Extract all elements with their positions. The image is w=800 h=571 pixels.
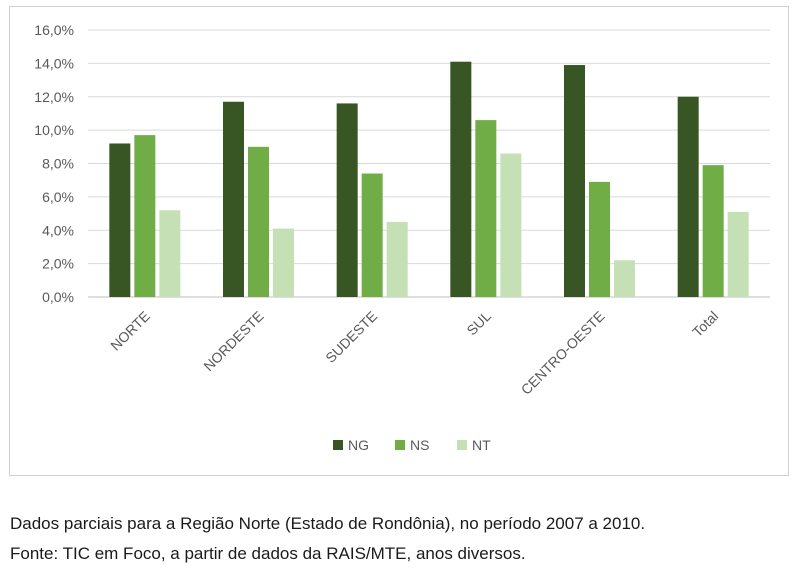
- bar-ng: [223, 101, 244, 297]
- y-tick-label: 4,0%: [42, 222, 74, 238]
- caption-line-1: Dados parciais para a Região Norte (Esta…: [10, 514, 646, 533]
- bar-ng: [450, 61, 472, 297]
- y-tick-label: 16,0%: [34, 22, 74, 38]
- caption-line-2: Fonte: TIC em Foco, a partir de dados da…: [10, 544, 526, 563]
- bar-ng: [336, 103, 358, 297]
- bar-nt: [727, 211, 749, 297]
- x-tick-label: NORDESTE: [200, 308, 266, 374]
- x-tick-label: NORTE: [107, 308, 153, 354]
- y-tick-label: 10,0%: [34, 122, 74, 138]
- y-tick-label: 6,0%: [42, 189, 74, 205]
- bar-chart: 0,0% 2,0% 4,0% 6,0% 8,0% 10,0% 12,0% 14,0% 16,0%…: [34, 22, 770, 453]
- bar-ns: [589, 181, 610, 297]
- bar-ns: [361, 173, 383, 297]
- x-tick-label: Total: [689, 308, 721, 340]
- bar-ns: [702, 165, 724, 297]
- bar-ns: [134, 135, 156, 297]
- y-tick-label: 8,0%: [42, 156, 74, 172]
- y-tick-label: 14,0%: [34, 55, 74, 71]
- bar-ns: [475, 120, 497, 297]
- bar-ng: [677, 96, 699, 297]
- legend-swatch-ns: [395, 440, 405, 450]
- legend-swatch-ng: [333, 440, 343, 450]
- bar-nt: [159, 210, 181, 297]
- bar-ng: [564, 65, 585, 297]
- bar-nt: [500, 153, 522, 297]
- y-tick-label: 0,0%: [42, 289, 74, 305]
- bar-nt: [386, 221, 408, 297]
- bar-nt: [614, 260, 635, 297]
- bar-ng: [109, 143, 131, 297]
- bar-ns: [248, 146, 269, 297]
- legend-swatch-nt: [457, 440, 467, 450]
- y-tick-label: 2,0%: [42, 256, 74, 272]
- bar-nt: [273, 228, 294, 297]
- x-tick-label: SUDESTE: [322, 308, 380, 366]
- legend-label-ns: NS: [410, 437, 429, 453]
- legend-label-nt: NT: [472, 437, 491, 453]
- x-tick-label: SUL: [463, 308, 494, 339]
- legend-label-ng: NG: [348, 437, 369, 453]
- x-tick-label: CENTRO-OESTE: [518, 308, 608, 398]
- y-tick-label: 12,0%: [34, 89, 74, 105]
